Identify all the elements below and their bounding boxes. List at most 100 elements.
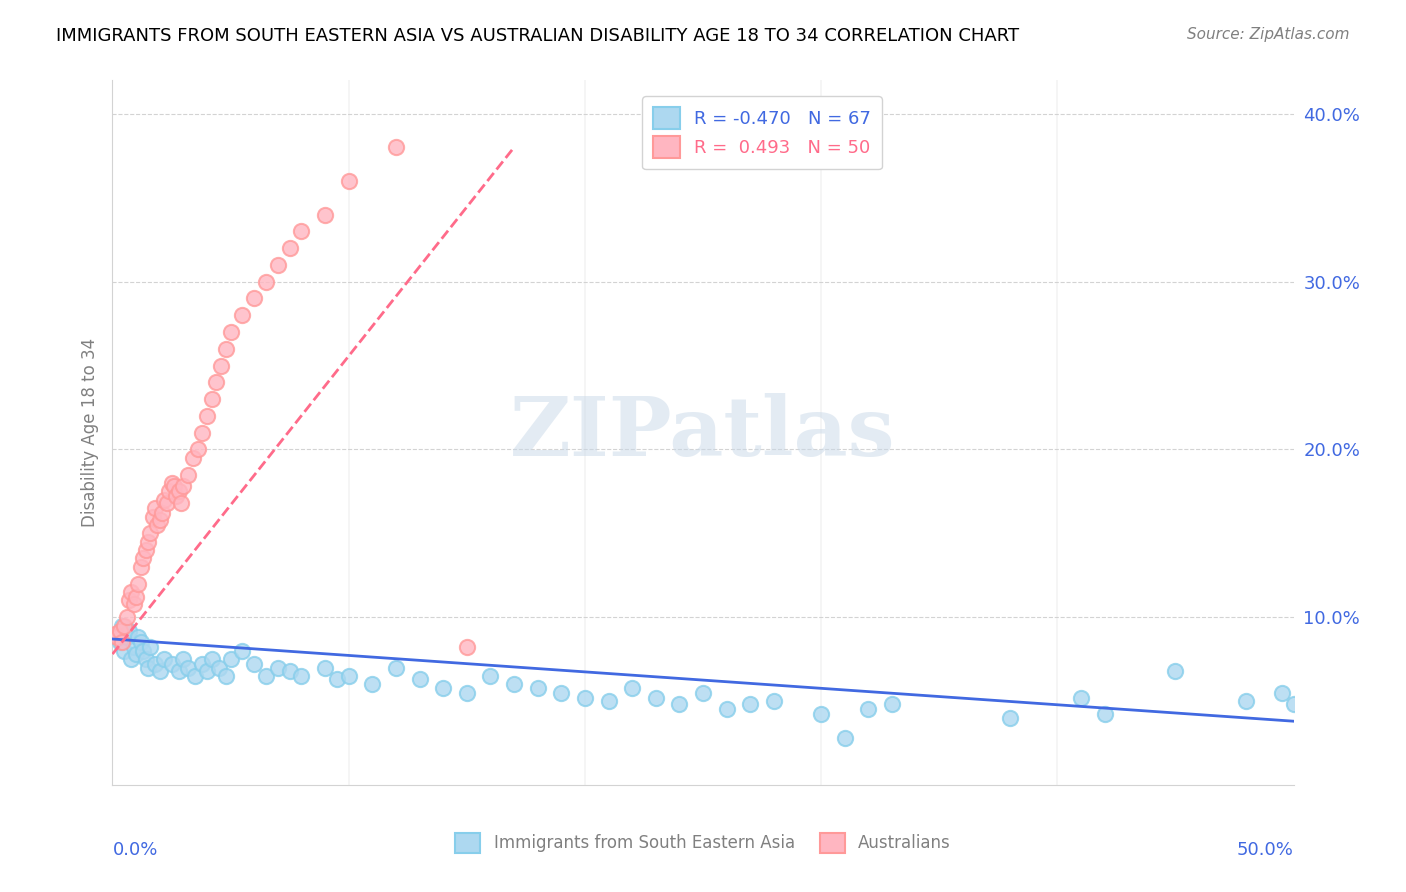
Point <box>156 496 179 510</box>
Point <box>337 669 360 683</box>
Point <box>165 489 187 503</box>
Point <box>326 673 349 687</box>
Point <box>184 669 207 683</box>
Point <box>254 669 277 683</box>
Point <box>163 479 186 493</box>
Point <box>1070 690 1092 705</box>
Point <box>219 652 242 666</box>
Point <box>254 275 277 289</box>
Point <box>290 224 312 238</box>
Point <box>167 484 190 499</box>
Point <box>598 694 620 708</box>
Point <box>172 652 194 666</box>
Point <box>740 698 762 712</box>
Point <box>1094 707 1116 722</box>
Point <box>108 624 131 638</box>
Point <box>160 657 183 672</box>
Point <box>149 513 172 527</box>
Point <box>195 664 218 678</box>
Point <box>385 660 408 674</box>
Point <box>153 492 176 507</box>
Point <box>125 590 148 604</box>
Point <box>209 359 232 373</box>
Point <box>153 652 176 666</box>
Point <box>456 686 478 700</box>
Point <box>167 664 190 678</box>
Point <box>880 698 903 712</box>
Point <box>385 140 408 154</box>
Point <box>118 624 141 638</box>
Point <box>146 517 169 532</box>
Point <box>120 652 142 666</box>
Point <box>243 657 266 672</box>
Point <box>503 677 526 691</box>
Point <box>125 647 148 661</box>
Point <box>195 409 218 423</box>
Point <box>170 496 193 510</box>
Point <box>998 711 1021 725</box>
Point <box>120 585 142 599</box>
Point <box>215 669 238 683</box>
Point <box>149 664 172 678</box>
Point <box>479 669 502 683</box>
Point <box>191 425 214 440</box>
Point <box>135 543 157 558</box>
Point <box>692 686 714 700</box>
Point <box>181 450 204 465</box>
Point <box>157 484 180 499</box>
Point <box>231 308 253 322</box>
Point <box>361 677 384 691</box>
Point <box>1271 686 1294 700</box>
Text: Source: ZipAtlas.com: Source: ZipAtlas.com <box>1187 27 1350 42</box>
Point <box>644 690 666 705</box>
Point <box>201 652 224 666</box>
Point <box>278 664 301 678</box>
Point <box>132 551 155 566</box>
Point <box>139 640 162 655</box>
Point <box>112 618 135 632</box>
Point <box>160 475 183 490</box>
Point <box>132 644 155 658</box>
Point <box>219 325 242 339</box>
Point <box>231 644 253 658</box>
Point <box>115 610 138 624</box>
Point <box>621 681 644 695</box>
Point <box>432 681 454 695</box>
Point <box>104 627 127 641</box>
Point <box>1234 694 1257 708</box>
Point <box>201 392 224 406</box>
Point <box>191 657 214 672</box>
Point <box>267 258 290 272</box>
Point <box>129 559 152 574</box>
Point <box>108 635 131 649</box>
Point <box>127 576 149 591</box>
Point <box>205 376 228 390</box>
Point <box>186 442 208 457</box>
Point <box>550 686 572 700</box>
Text: 50.0%: 50.0% <box>1237 841 1294 859</box>
Point <box>408 673 430 687</box>
Point <box>139 526 162 541</box>
Point <box>172 479 194 493</box>
Point <box>1282 698 1305 712</box>
Point <box>150 506 173 520</box>
Point <box>127 630 149 644</box>
Point <box>668 698 690 712</box>
Point <box>834 731 856 745</box>
Point <box>111 618 134 632</box>
Point <box>111 635 134 649</box>
Point <box>142 509 165 524</box>
Point <box>456 640 478 655</box>
Point <box>143 501 166 516</box>
Point <box>215 342 238 356</box>
Text: IMMIGRANTS FROM SOUTH EASTERN ASIA VS AUSTRALIAN DISABILITY AGE 18 TO 34 CORRELA: IMMIGRANTS FROM SOUTH EASTERN ASIA VS AU… <box>56 27 1019 45</box>
Point <box>136 534 159 549</box>
Point <box>314 207 336 221</box>
Point <box>105 627 128 641</box>
Point <box>278 241 301 255</box>
Text: 0.0%: 0.0% <box>112 841 157 859</box>
Point <box>177 660 200 674</box>
Point <box>135 652 157 666</box>
Point <box>574 690 596 705</box>
Point <box>112 644 135 658</box>
